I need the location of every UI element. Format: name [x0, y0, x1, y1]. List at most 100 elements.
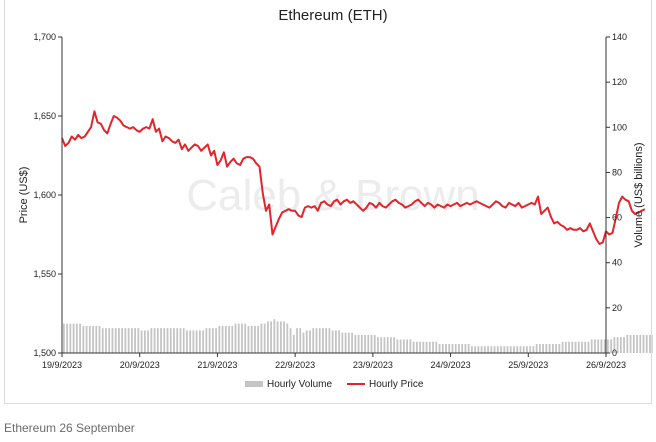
volume-bar — [195, 330, 198, 353]
volume-bar — [131, 328, 133, 353]
left-tick-label: 1,550 — [33, 269, 56, 279]
volume-bar — [632, 334, 635, 353]
chart-svg: Caleb & Brown 1,5001,5501,6001,6501,700 … — [18, 7, 653, 390]
volume-bar — [309, 330, 311, 353]
volume-bar — [114, 328, 117, 353]
volume-bar — [192, 330, 195, 353]
volume-bar — [432, 341, 434, 353]
volume-bar — [108, 328, 111, 353]
volume-bar — [176, 328, 179, 353]
volume-bar — [153, 328, 156, 353]
volume-bar — [257, 325, 260, 353]
volume-bar — [626, 334, 629, 353]
right-tick-label: 140 — [612, 32, 627, 42]
volume-bar — [85, 325, 88, 353]
volume-bar — [202, 330, 205, 353]
volume-bar — [218, 325, 221, 353]
volume-bar — [616, 337, 619, 353]
volume-bar — [461, 343, 464, 353]
x-tick-label: 19/9/2023 — [42, 360, 82, 370]
volume-bar — [419, 341, 421, 353]
volume-bar — [347, 332, 350, 353]
x-tick-label: 26/9/2023 — [586, 360, 626, 370]
volume-bar — [448, 343, 451, 353]
volume-bar — [88, 325, 91, 353]
volume-bar — [286, 323, 289, 353]
volume-bar — [438, 343, 441, 353]
watermark-text: Caleb & Brown — [186, 171, 479, 220]
volume-bar — [331, 330, 334, 353]
volume-bar — [247, 325, 250, 353]
volume-bar — [467, 343, 470, 353]
volume-bar — [254, 325, 256, 353]
volume-bar — [390, 337, 392, 353]
right-tick-label: 100 — [612, 122, 627, 132]
volume-bar — [564, 341, 567, 353]
x-axis-ticks: 19/9/2023 20/9/2023 21/9/2023 22/9/2023 23/9… — [42, 353, 626, 370]
right-tick-label: 20 — [612, 303, 622, 313]
volume-bar — [276, 321, 279, 353]
volume-bar — [283, 321, 285, 353]
volume-bar — [645, 334, 648, 353]
volume-bar — [464, 343, 467, 353]
volume-bar — [412, 341, 415, 353]
volume-bar — [496, 346, 499, 353]
volume-bar — [140, 330, 143, 353]
volume-bar — [383, 337, 386, 353]
volume-bar — [529, 346, 532, 353]
volume-bar — [393, 337, 396, 353]
volume-bar — [364, 334, 366, 353]
volume-bar — [92, 325, 94, 353]
volume-bar — [471, 346, 473, 353]
volume-bar — [169, 328, 172, 353]
volume-bar — [121, 328, 124, 353]
volume-bar — [289, 328, 292, 353]
volume-bar — [639, 334, 642, 353]
volume-bar — [221, 325, 224, 353]
volume-bar — [522, 346, 525, 353]
volume-bar — [63, 323, 65, 353]
volume-bar — [480, 346, 483, 353]
volume-bar — [535, 343, 538, 353]
volume-bar — [296, 328, 298, 353]
volume-bar — [111, 328, 114, 353]
volume-bar — [137, 328, 140, 353]
volume-bar — [474, 346, 477, 353]
x-tick-label: 22/9/2023 — [275, 360, 315, 370]
y-axis-label-right: Volume (US$ billions) — [633, 142, 645, 247]
volume-bar — [490, 346, 493, 353]
volume-bar — [483, 346, 486, 353]
volume-bar — [315, 328, 318, 353]
volume-bar — [516, 346, 519, 353]
volume-bar — [273, 319, 276, 353]
volume-bar — [312, 328, 315, 353]
volume-bar — [581, 341, 583, 353]
volume-bar — [403, 339, 405, 353]
volume-bar — [182, 328, 185, 353]
volume-bar — [600, 339, 603, 353]
volume-bar — [548, 343, 551, 353]
volume-bar — [545, 343, 548, 353]
volume-bar — [237, 323, 240, 353]
volume-bar — [344, 332, 347, 353]
volume-bar — [587, 341, 590, 353]
volume-bar — [370, 334, 373, 353]
x-tick-label: 24/9/2023 — [431, 360, 471, 370]
volume-bar — [642, 334, 645, 353]
volume-bar — [228, 325, 230, 353]
volume-bar — [322, 328, 324, 353]
volume-bar — [299, 328, 302, 353]
volume-bar — [629, 334, 632, 353]
volume-bar — [409, 339, 412, 353]
chart-caption: Ethereum 26 September — [4, 421, 135, 435]
volume-bar — [160, 328, 162, 353]
volume-bar — [147, 330, 149, 353]
volume-bar — [619, 337, 622, 353]
volume-bar — [386, 337, 389, 353]
x-tick-label: 20/9/2023 — [120, 360, 160, 370]
price-line — [61, 110, 646, 245]
legend-volume-swatch — [245, 381, 263, 387]
volume-bar — [127, 328, 130, 353]
volume-bar — [98, 325, 101, 353]
volume-bar — [373, 334, 376, 353]
